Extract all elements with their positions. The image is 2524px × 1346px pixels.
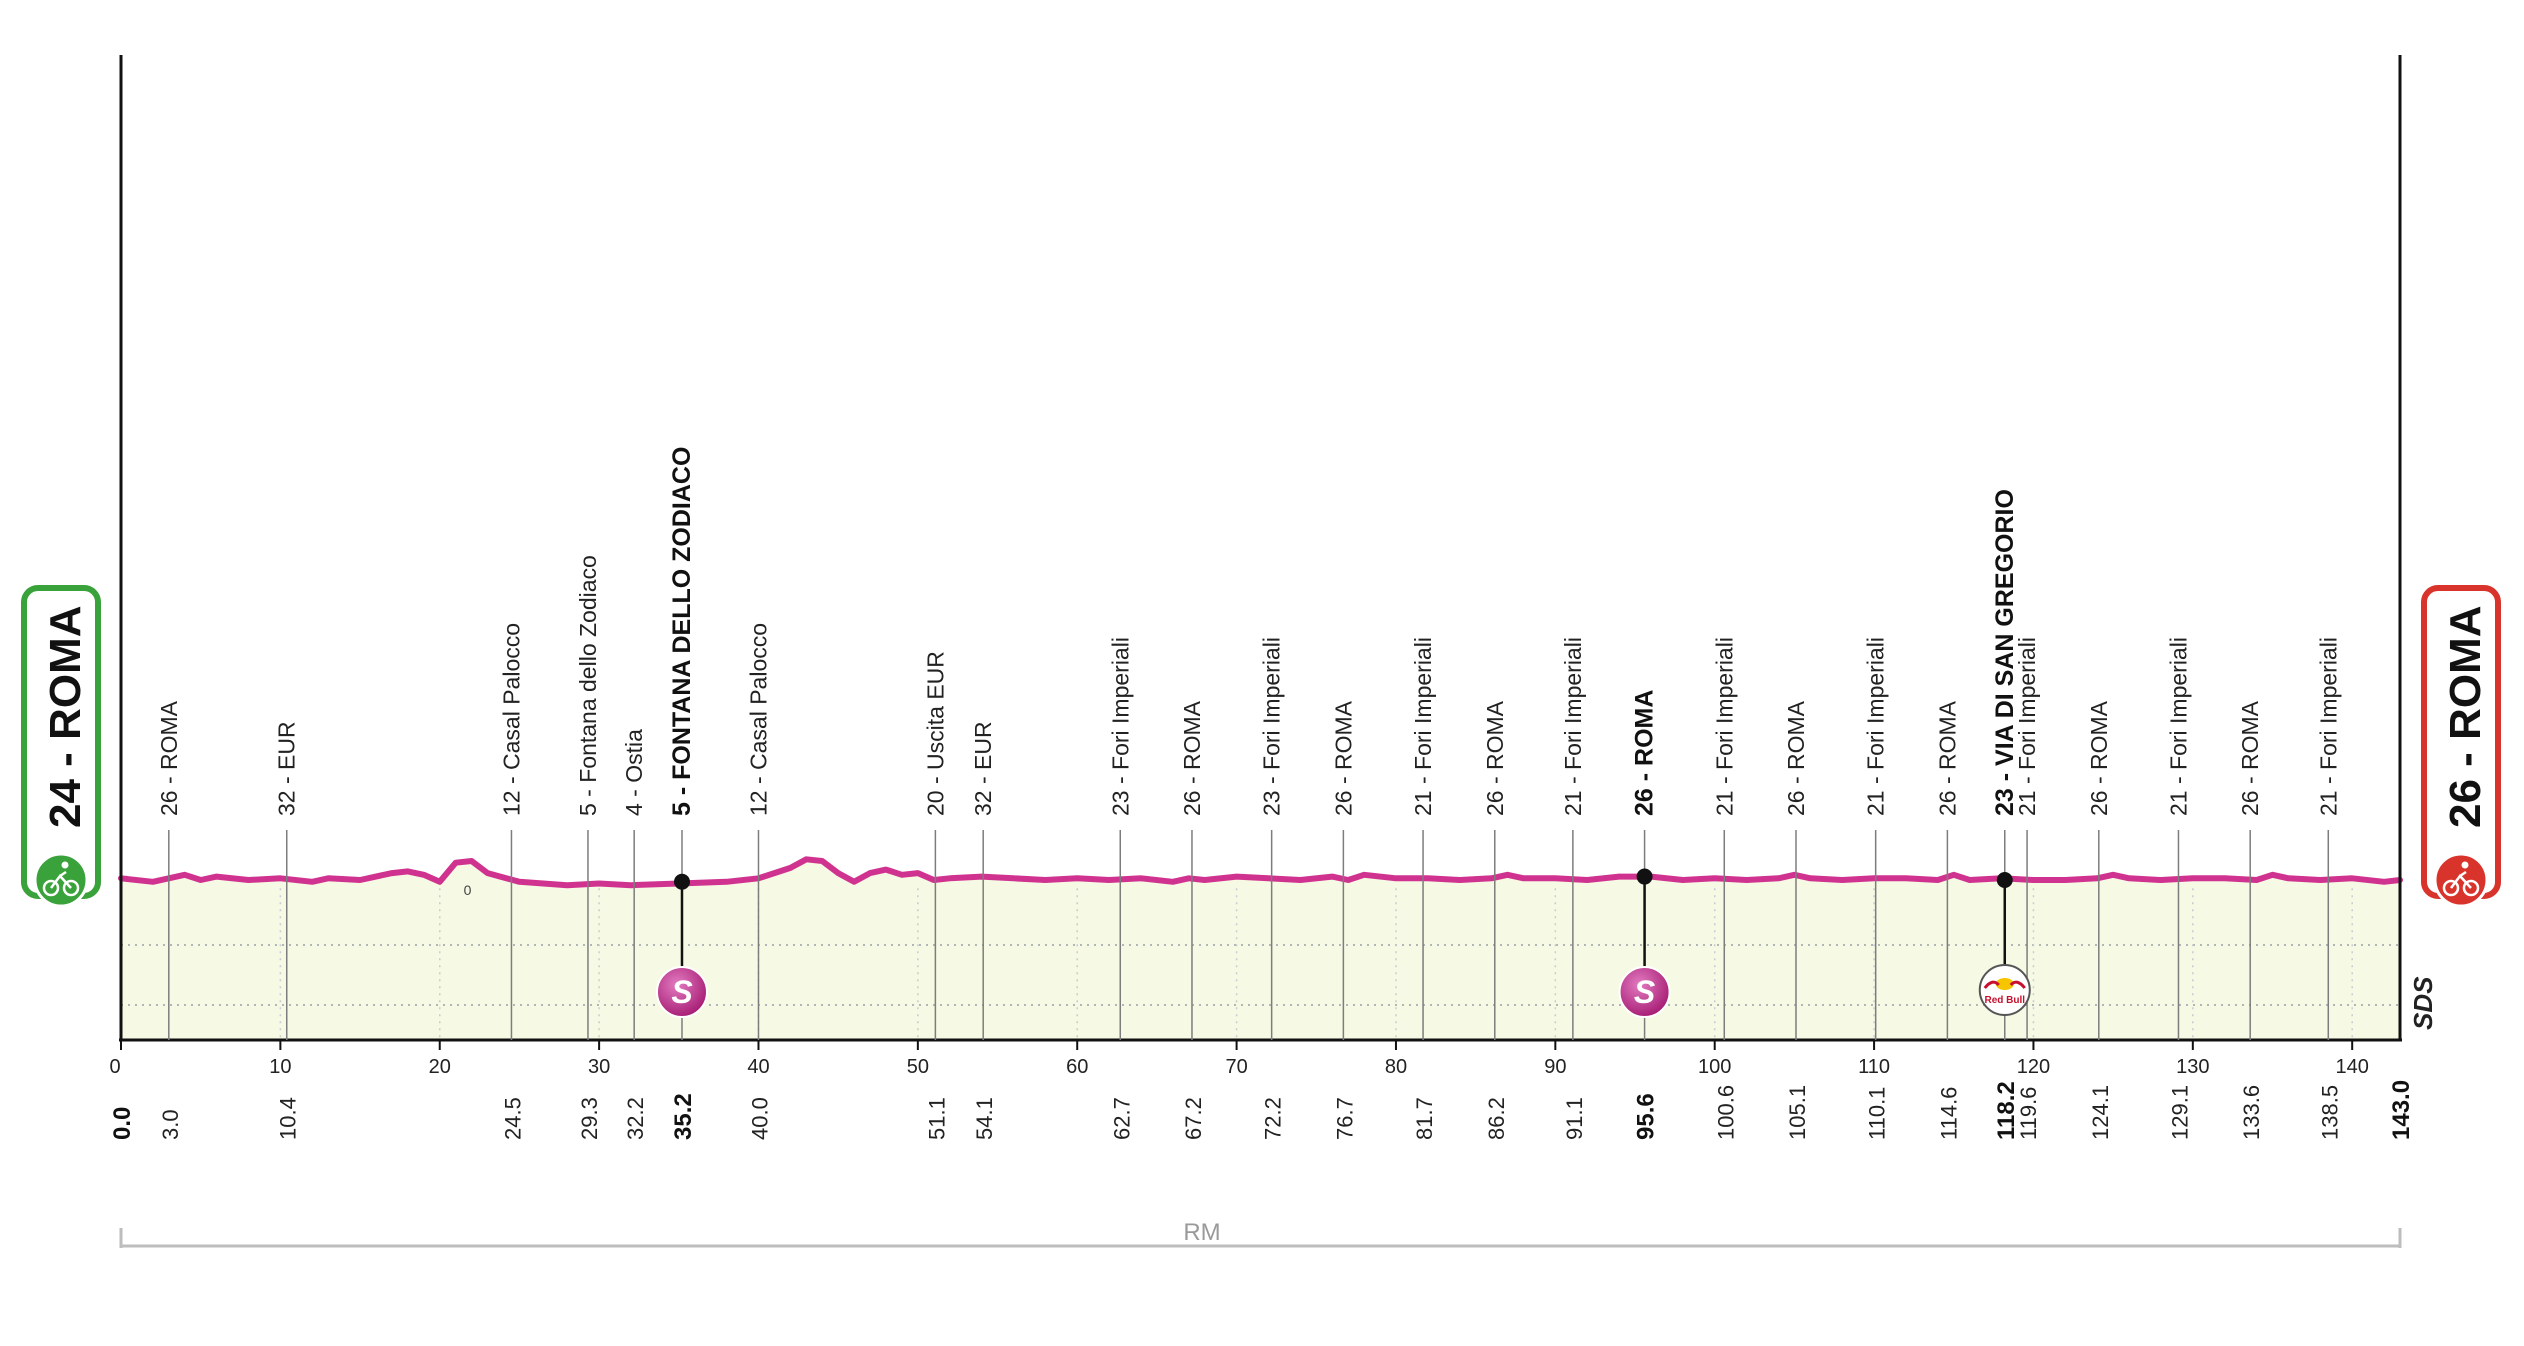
km-marker-label: 54.1 xyxy=(972,1097,997,1140)
km-marker-label: 91.1 xyxy=(1562,1097,1587,1140)
finish-altitude-label: 26 - ROMA xyxy=(2441,606,2490,828)
x-axis-tick-label: 10 xyxy=(269,1056,291,1078)
km-marker-label: 100.6 xyxy=(1713,1085,1738,1140)
x-axis-tick-label: 20 xyxy=(429,1056,451,1078)
x-axis-tick-label: 110 xyxy=(1858,1056,1890,1078)
province-bracket: RM xyxy=(119,1219,2402,1248)
km-marker-label: 114.6 xyxy=(1936,1087,1961,1140)
waypoint-label-major: 26 - ROMA xyxy=(1631,690,1659,816)
km-marker-label: 29.3 xyxy=(577,1097,602,1140)
x-axis-tick-label: 70 xyxy=(1225,1056,1247,1078)
waypoint-label: 26 - ROMA xyxy=(156,700,182,816)
km-marker-label: 67.2 xyxy=(1181,1097,1206,1140)
altitude-annotation: 0 xyxy=(464,882,472,898)
km-marker-label: 105.1 xyxy=(1785,1085,1810,1140)
km-marker-label: 118.2 xyxy=(1993,1081,2020,1140)
x-axis-tick-label: 100 xyxy=(1698,1056,1731,1078)
km-marker-label: 81.7 xyxy=(1412,1097,1437,1140)
waypoint-label: 21 - Fori Imperiali xyxy=(1863,637,1889,816)
waypoint-label: 20 - Uscita EUR xyxy=(922,651,948,816)
intermediate-sprint-icon: S xyxy=(655,966,708,1018)
intermediate-sprint-icon: S xyxy=(1618,966,1671,1018)
red-bull-text: Red Bull xyxy=(1984,995,2025,1006)
km-marker-label: 51.1 xyxy=(924,1097,949,1140)
km-marker-label: 110.1 xyxy=(1865,1087,1890,1140)
x-axis-tick-label: 0 xyxy=(109,1056,120,1078)
waypoint-label: 21 - Fori Imperiali xyxy=(2165,637,2191,816)
x-axis-tick-label: 90 xyxy=(1544,1056,1566,1078)
waypoint-label-major: 5 - FONTANA DELLO ZODIACO xyxy=(668,447,696,816)
finish-flag: 26 - ROMA xyxy=(2421,585,2501,908)
km-marker-label: 129.1 xyxy=(2167,1085,2192,1140)
waypoint-label-major: 23 - VIA DI SAN GREGORIO xyxy=(1991,489,2019,816)
x-axis-tick-label: 60 xyxy=(1066,1056,1088,1078)
x-axis-tick-label: 30 xyxy=(588,1056,610,1078)
red-bull-km-icon: Red Bull xyxy=(1978,964,2031,1016)
waypoint-label: 21 - Fori Imperiali xyxy=(1410,637,1436,816)
profile-elevation-line xyxy=(118,856,2403,889)
waypoint-label: 5 - Fontana dello Zodiaco xyxy=(575,555,601,816)
sprint-point xyxy=(673,873,690,890)
waypoint-label: 26 - ROMA xyxy=(1330,700,1356,816)
km-marker-label: 143.0 xyxy=(2388,1080,2415,1140)
x-axis-tick-label: 80 xyxy=(1385,1056,1407,1078)
waypoint-label: 21 - Fori Imperiali xyxy=(1560,637,1586,816)
cyclist-finish-icon xyxy=(2433,852,2489,908)
waypoint-label: 23 - Fori Imperiali xyxy=(1259,637,1285,816)
km-marker-label: 35.2 xyxy=(670,1093,697,1140)
km-marker-label: 138.5 xyxy=(2317,1085,2342,1140)
x-axis-tick-label: 50 xyxy=(907,1056,929,1078)
waypoint-label: 21 - Fori Imperiali xyxy=(2315,637,2341,816)
province-label: RM xyxy=(1183,1219,1220,1246)
waypoint-label: 12 - Casal Palocco xyxy=(745,623,771,816)
waypoint-label: 26 - ROMA xyxy=(1179,700,1205,816)
waypoint-label: 32 - EUR xyxy=(274,721,300,816)
km-marker-label: 124.1 xyxy=(2088,1085,2113,1140)
km-marker-label: 10.4 xyxy=(276,1097,301,1140)
x-axis-tick-label: 140 xyxy=(2336,1056,2369,1078)
waypoint-label: 21 - Fori Imperiali xyxy=(2014,637,2040,816)
chart-grid xyxy=(121,888,2400,1040)
waypoint-label: 26 - ROMA xyxy=(2086,700,2112,816)
km-marker-label: 72.2 xyxy=(1261,1097,1286,1140)
km-marker-label: 32.2 xyxy=(623,1097,648,1140)
km-marker-label: 0.0 xyxy=(109,1107,136,1140)
km-marker-label: 24.5 xyxy=(500,1097,525,1140)
km-marker-label: 40.0 xyxy=(747,1097,772,1140)
waypoint-label: 26 - ROMA xyxy=(1934,700,1960,816)
km-marker-label: 3.0 xyxy=(158,1109,183,1140)
km-marker-label: 95.6 xyxy=(1633,1093,1660,1140)
km-marker-label: 76.7 xyxy=(1332,1097,1357,1140)
waypoint-label: 26 - ROMA xyxy=(2237,700,2263,816)
waypoint-label: 12 - Casal Palocco xyxy=(498,623,524,816)
waypoint-label: 32 - EUR xyxy=(970,721,996,816)
km-marker-label: 119.6 xyxy=(2016,1087,2041,1140)
brand-mark: SDS xyxy=(2408,976,2438,1030)
waypoint-label: 23 - Fori Imperiali xyxy=(1107,637,1133,816)
waypoint-label: 21 - Fori Imperiali xyxy=(1711,637,1737,816)
km-marker-label: 133.6 xyxy=(2239,1085,2264,1140)
waypoint-label: 4 - Ostia xyxy=(621,729,647,816)
km-marker-label: 86.2 xyxy=(1484,1097,1509,1140)
x-axis-tick-label: 120 xyxy=(2017,1056,2050,1078)
start-altitude-label: 24 - ROMA xyxy=(41,606,90,828)
sprint-point xyxy=(1636,868,1653,885)
x-axis-tick-label: 130 xyxy=(2176,1056,2209,1078)
cyclist-start-icon xyxy=(33,852,89,908)
sprint-symbol: S xyxy=(1634,974,1656,1010)
waypoint-label: 26 - ROMA xyxy=(1482,700,1508,816)
sprint-symbol: S xyxy=(671,974,693,1010)
x-axis-tick-label: 40 xyxy=(747,1056,769,1078)
km-marker-label: 62.7 xyxy=(1109,1097,1134,1140)
waypoint-label: 26 - ROMA xyxy=(1783,700,1809,816)
sprint-point xyxy=(1996,872,2013,889)
start-flag: 24 - ROMA xyxy=(21,585,101,908)
